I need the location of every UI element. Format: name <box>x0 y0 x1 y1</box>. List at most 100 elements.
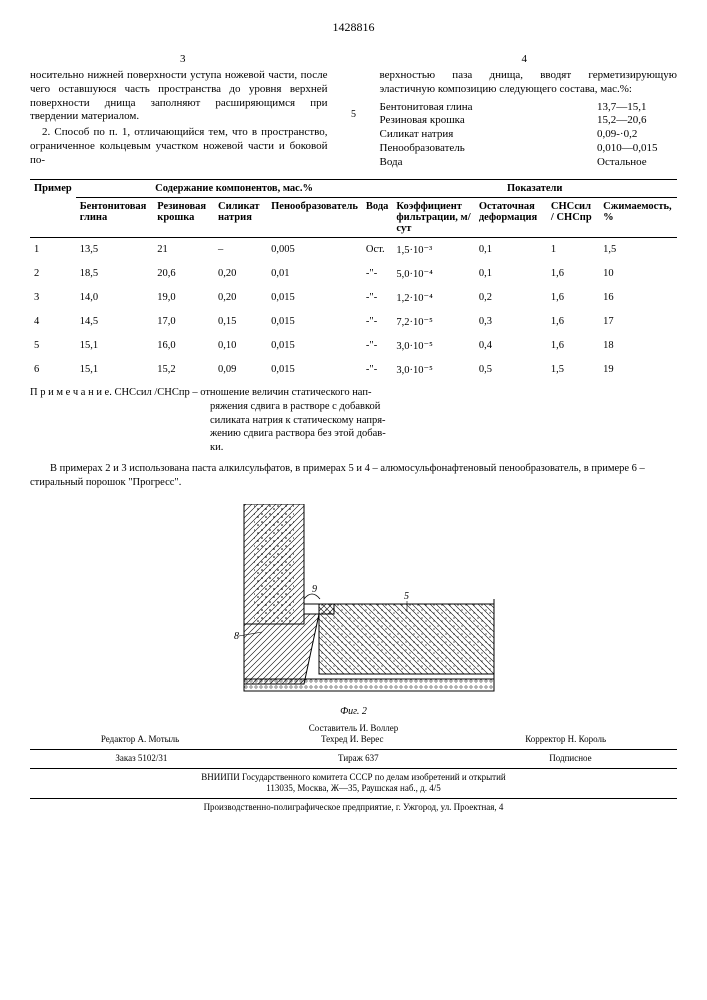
table-cell: 19,0 <box>153 286 214 310</box>
table-cell: 16 <box>599 286 677 310</box>
credits-addr: 113035, Москва, Ж—35, Раушская наб., д. … <box>30 783 677 795</box>
table-cell: 0,20 <box>214 262 267 286</box>
th-sub: Остаточная деформация <box>475 198 547 238</box>
table-cell: 0,10 <box>214 334 267 358</box>
table-row: 615,115,20,090,015-"-3,0·10⁻⁵0,51,519 <box>30 358 677 382</box>
comp-val: 13,7—15,1 <box>597 101 677 115</box>
table-cell: 0,3 <box>475 310 547 334</box>
table-cell: 0,005 <box>267 238 362 263</box>
table-cell: -"- <box>362 286 393 310</box>
comp-name: Вода <box>380 156 598 170</box>
comp-val: 15,2—20,6 <box>597 114 677 128</box>
left-para-2: 2. Способ по п. 1, отличающийся тем, что… <box>30 126 328 167</box>
fig-label-9: 9 <box>312 584 317 595</box>
table-cell: – <box>214 238 267 263</box>
table-cell: 15,1 <box>76 358 154 382</box>
table-cell: 17,0 <box>153 310 214 334</box>
th-group-comp: Содержание компонентов, мас.% <box>76 180 393 198</box>
table-cell: 2 <box>30 262 76 286</box>
note-text: ряжения сдвига в растворе с добавкой <box>30 400 677 414</box>
table-cell: 0,015 <box>267 358 362 382</box>
table-cell: 0,1 <box>475 238 547 263</box>
comp-val: 0,010—0,015 <box>597 142 677 156</box>
table-cell: 18,5 <box>76 262 154 286</box>
table-cell: 16,0 <box>153 334 214 358</box>
table-cell: 15,1 <box>76 334 154 358</box>
table-cell: -"- <box>362 358 393 382</box>
table-cell: 20,6 <box>153 262 214 286</box>
text-columns: носительно нижней поверхности уступа нож… <box>30 69 677 169</box>
right-para: верхностью паза днища, вводят герметизир… <box>380 69 678 97</box>
table-cell: 17 <box>599 310 677 334</box>
th-group-ind: Показатели <box>392 180 677 198</box>
table-row: 218,520,60,200,01-"-5,0·10⁻⁴0,11,610 <box>30 262 677 286</box>
page-number-right: 4 <box>522 53 528 65</box>
table-cell: 7,2·10⁻⁵ <box>392 310 474 334</box>
table-cell: 1 <box>30 238 76 263</box>
table-cell: 13,5 <box>76 238 154 263</box>
page-number-left: 3 <box>180 53 186 65</box>
table-cell: 3 <box>30 286 76 310</box>
th-sub: Бентонитовая глина <box>76 198 154 238</box>
table-cell: 1,6 <box>547 262 599 286</box>
th-sub: Резиновая крошка <box>153 198 214 238</box>
composition-list: Бентонитовая глина13,7—15,1 Резиновая кр… <box>380 101 678 170</box>
table-cell: 0,015 <box>267 310 362 334</box>
table-cell: 0,2 <box>475 286 547 310</box>
credits-corrector: Корректор Н. Король <box>525 734 606 746</box>
side-line-number: 5 <box>348 69 360 169</box>
table-body: 113,521–0,005Ост.1,5·10⁻³0,111,5218,520,… <box>30 238 677 383</box>
th-sub: Силикат натрия <box>214 198 267 238</box>
table-row: 414,517,00,150,015-"-7,2·10⁻⁵0,31,617 <box>30 310 677 334</box>
table-cell: 3,0·10⁻⁵ <box>392 358 474 382</box>
table-cell: 18 <box>599 334 677 358</box>
table-cell: 14,5 <box>76 310 154 334</box>
table-cell: 6 <box>30 358 76 382</box>
comp-val: Остальное <box>597 156 677 170</box>
comp-name: Бентонитовая глина <box>380 101 598 115</box>
note-text: силиката натрия к статическому напря- <box>30 414 677 428</box>
th-example: Пример <box>30 180 76 238</box>
table-cell: 0,01 <box>267 262 362 286</box>
table-cell: -"- <box>362 334 393 358</box>
table-cell: 21 <box>153 238 214 263</box>
table-row: 314,019,00,200,015-"-1,2·10⁻⁴0,21,616 <box>30 286 677 310</box>
th-sub: Сжимаемость, % <box>599 198 677 238</box>
comp-name: Силикат натрия <box>380 128 598 142</box>
table-cell: 10 <box>599 262 677 286</box>
comp-name: Резиновая крошка <box>380 114 598 128</box>
credits-order: Заказ 5102/31 <box>115 753 167 765</box>
comp-name: Пенообразователь <box>380 142 598 156</box>
note-text: – отношение величин статического нап- <box>192 387 371 398</box>
table-cell: 0,09 <box>214 358 267 382</box>
table-cell: 19 <box>599 358 677 382</box>
table-cell: 5 <box>30 334 76 358</box>
table-cell: 1,6 <box>547 334 599 358</box>
table-cell: 3,0·10⁻⁵ <box>392 334 474 358</box>
th-sub: Коэффициент фильтрации, м/сут <box>392 198 474 238</box>
fig-label-8: 8 <box>234 631 239 642</box>
table-cell: 0,5 <box>475 358 547 382</box>
figure-caption: Фиг. 2 <box>204 706 504 717</box>
table-cell: 1,2·10⁻⁴ <box>392 286 474 310</box>
table-row: 113,521–0,005Ост.1,5·10⁻³0,111,5 <box>30 238 677 263</box>
right-column: верхностью паза днища, вводят герметизир… <box>380 69 678 169</box>
document-number: 1428816 <box>30 20 677 35</box>
table-cell: 5,0·10⁻⁴ <box>392 262 474 286</box>
table-cell: 15,2 <box>153 358 214 382</box>
table-cell: 0,015 <box>267 334 362 358</box>
figure-2: 8 9 5 Фиг. 2 <box>204 504 504 717</box>
credits-print: Производственно-полиграфическое предприя… <box>30 802 677 814</box>
left-para-1: носительно нижней поверхности уступа нож… <box>30 69 328 124</box>
table-cell: 0,15 <box>214 310 267 334</box>
left-column: носительно нижней поверхности уступа нож… <box>30 69 328 169</box>
table-row: 515,116,00,100,015-"-3,0·10⁻⁵0,41,618 <box>30 334 677 358</box>
note-label: П р и м е ч а н и е. СНСсил /СНСпр <box>30 387 190 398</box>
table-cell: 1,5 <box>547 358 599 382</box>
th-sub: СНСсил / СНСпр <box>547 198 599 238</box>
note-text: жению сдвига раствора без этой добав- <box>30 427 677 441</box>
credits-tirazh: Тираж 637 <box>338 753 379 765</box>
table-cell: 0,015 <box>267 286 362 310</box>
table-cell: 0,4 <box>475 334 547 358</box>
comp-val: 0,09-·0,2 <box>597 128 677 142</box>
